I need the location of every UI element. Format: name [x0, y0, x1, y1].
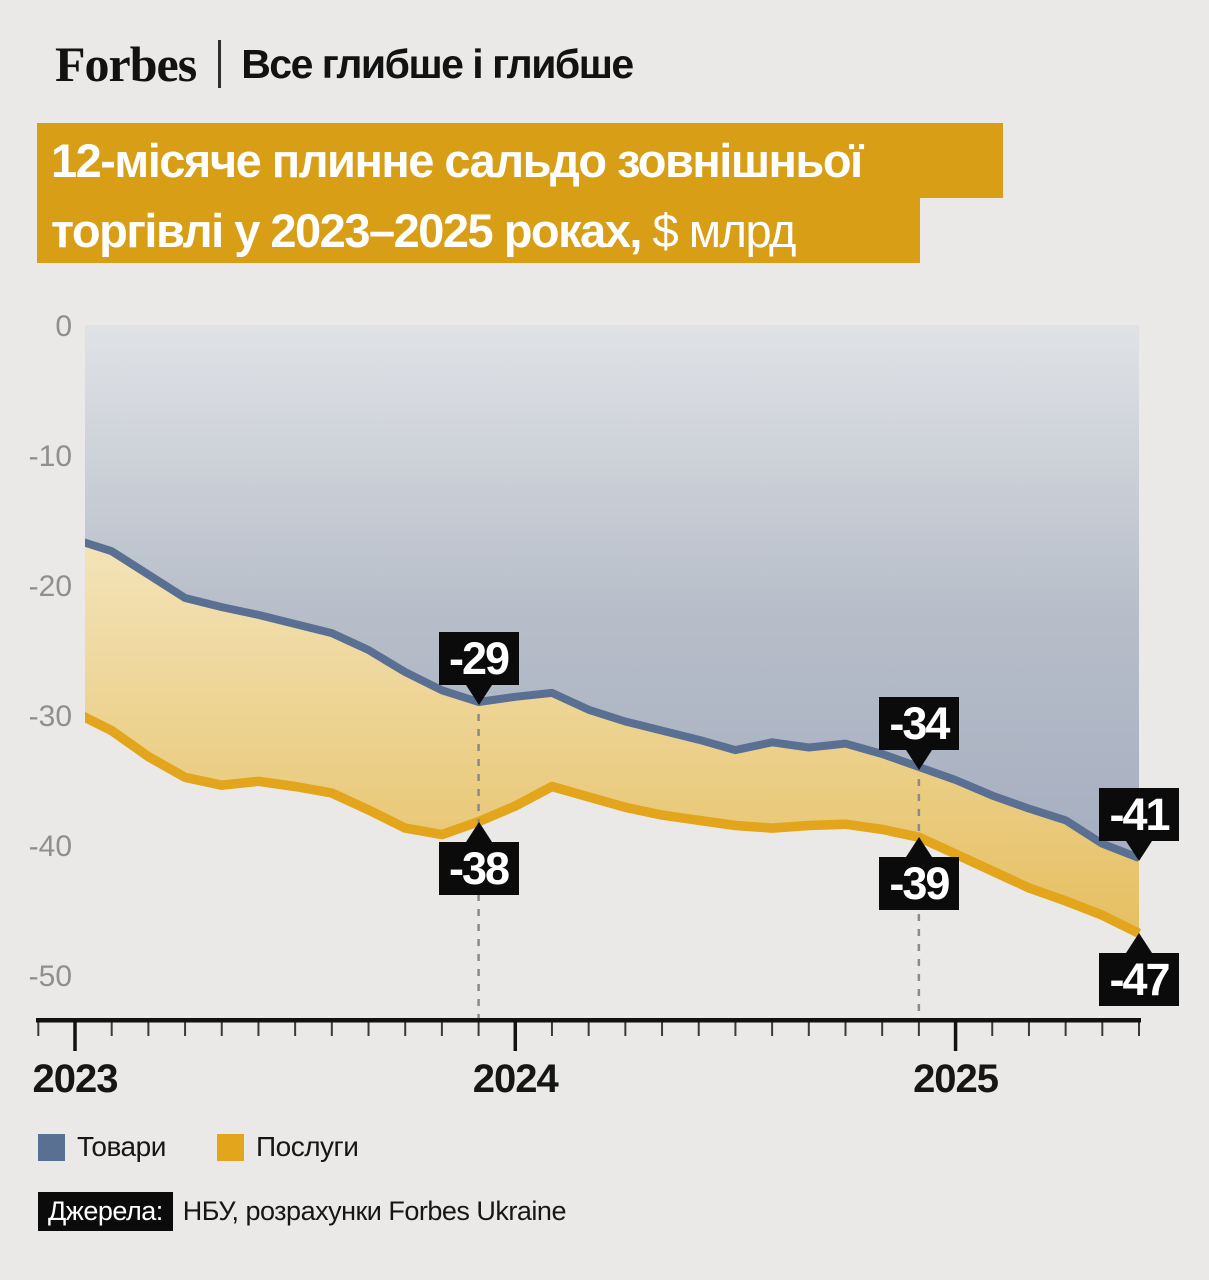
y-axis-tick-label: -40 — [29, 830, 72, 863]
source-text: НБУ, розрахунки Forbes Ukraine — [182, 1196, 567, 1226]
services-line — [85, 712, 1141, 938]
y-axis-tick-label: -10 — [29, 440, 72, 473]
legend-label-goods: Товари — [77, 1131, 166, 1162]
goods-line — [85, 538, 1141, 862]
x-axis-line — [36, 1018, 1141, 1023]
legend-label-services: Послуги — [256, 1131, 359, 1162]
source-prefix-badge: Джерела: — [38, 1192, 173, 1231]
chart-legend: Товари Послуги — [0, 1131, 1209, 1162]
legend-item-goods: Товари — [38, 1131, 166, 1162]
data-label-arrow-icon — [1126, 933, 1152, 954]
header-tagline: Все глибше і глибше — [241, 40, 634, 87]
data-label--41: -41 — [1099, 788, 1179, 861]
services-swatch-icon — [217, 1133, 244, 1161]
data-label--34: -34 — [878, 697, 959, 770]
goods-area — [85, 325, 1140, 858]
data-label-arrow-icon — [465, 685, 492, 705]
chart-title-unit: $ млрд — [640, 204, 797, 257]
chart-title-text1: 12-місяче плинне сальдо зовнішньої — [51, 134, 863, 187]
chart-title-line2: торгівлі у 2023–2025 роках, $ млрд — [37, 198, 920, 263]
y-axis-tick-label: -50 — [29, 960, 72, 993]
y-axis-tick-label: -20 — [29, 570, 72, 603]
source-line: Джерела: НБУ, розрахунки Forbes Ukraine — [38, 1192, 566, 1231]
services-area — [85, 542, 1139, 934]
forbes-logo: Forbes — [55, 36, 197, 92]
data-label--47: -47 — [1099, 933, 1179, 1007]
data-label-arrow-icon — [465, 821, 492, 842]
chart-title-text2: торгівлі у 2023–2025 роках, — [51, 204, 642, 257]
chart-title-line1: 12-місяче плинне сальдо зовнішньої — [37, 123, 1003, 198]
data-label--39: -39 — [878, 837, 959, 911]
header-divider — [218, 40, 222, 88]
data-label--38: -38 — [438, 821, 519, 895]
x-axis-year-label: 2025 — [913, 1057, 999, 1101]
data-label-arrow-icon — [905, 750, 932, 770]
y-axis-tick-label: 0 — [55, 310, 72, 343]
goods-swatch-icon — [38, 1133, 65, 1161]
x-axis-year-label: 2024 — [473, 1057, 560, 1101]
data-label-arrow-icon — [1126, 841, 1152, 861]
data-label-arrow-icon — [905, 837, 932, 858]
data-label--29: -29 — [438, 632, 519, 705]
y-axis-tick-label: -30 — [29, 700, 72, 733]
x-axis-year-label: 2023 — [33, 1057, 118, 1101]
page-header: Forbes Все глибше і глибше — [55, 36, 634, 92]
legend-item-services: Послуги — [217, 1131, 359, 1162]
